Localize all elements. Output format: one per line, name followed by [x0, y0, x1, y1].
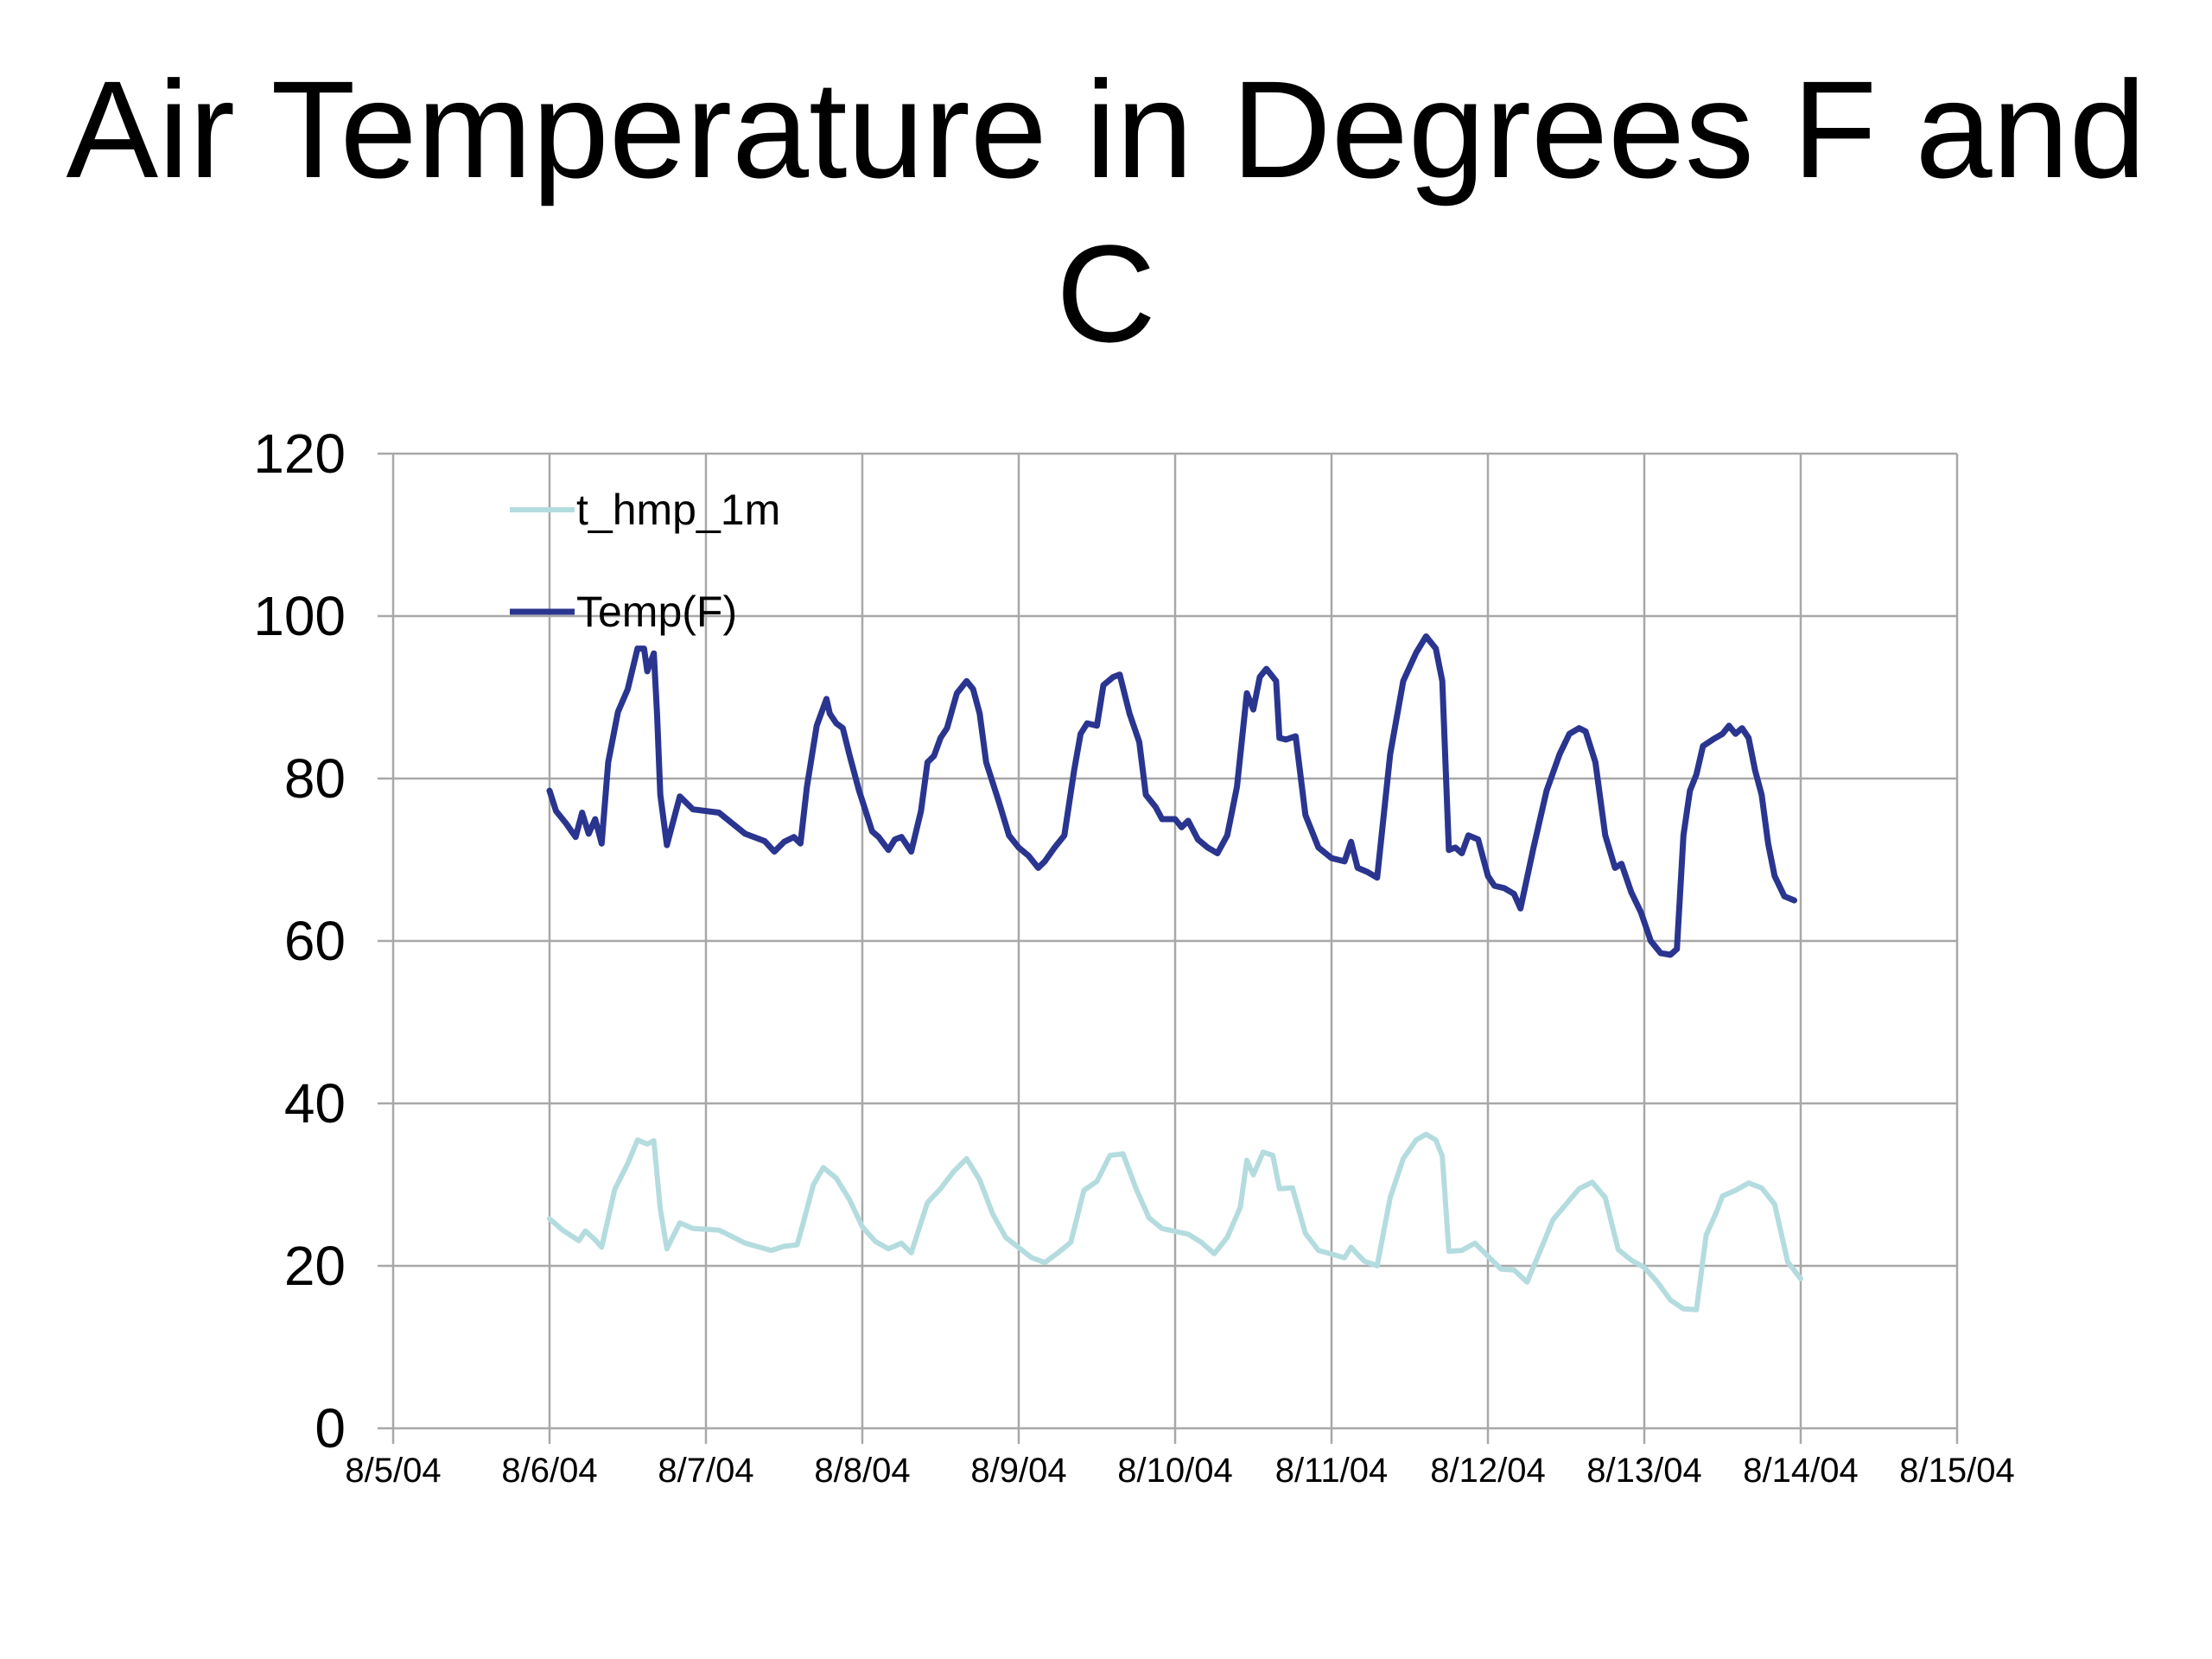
x-tick-label: 8/13/04 [1586, 1452, 1701, 1490]
legend-item: Temp(F) [510, 588, 737, 636]
x-tick-label: 8/8/04 [814, 1452, 910, 1490]
series-line-temp-f [546, 633, 1797, 958]
y-tick-label: 0 [315, 1397, 346, 1459]
x-tick-label: 8/10/04 [1117, 1452, 1232, 1490]
x-tick-label: 8/12/04 [1430, 1452, 1545, 1490]
x-tick-label: 8/14/04 [1743, 1452, 1858, 1490]
x-tick-label: 8/6/04 [501, 1452, 597, 1490]
x-axis-ticks: 8/5/04 8/6/04 8/7/04 8/8/04 8/9/04 8/10/04 8/1… [345, 1452, 2014, 1490]
legend: t_hmp_1m Temp(F) [510, 486, 780, 636]
y-tick-label: 80 [284, 747, 346, 810]
x-tick-label: 8/7/04 [658, 1452, 753, 1490]
y-tick-label: 120 [253, 423, 346, 485]
legend-label: Temp(F) [576, 588, 737, 636]
y-tick-label: 40 [284, 1072, 346, 1135]
series-line-t-hmp-1m [547, 1131, 1803, 1313]
y-axis-ticks: 0 20 40 60 80 100 120 [253, 423, 346, 1459]
legend-label: t_hmp_1m [576, 486, 780, 534]
y-tick-label: 60 [284, 910, 346, 972]
x-tick-label: 8/9/04 [970, 1452, 1066, 1490]
x-tick-label: 8/11/04 [1275, 1452, 1389, 1490]
series-layer [546, 633, 1803, 1313]
x-tick-label: 8/5/04 [345, 1452, 441, 1490]
y-tick-label: 20 [284, 1235, 346, 1297]
legend-item: t_hmp_1m [510, 486, 780, 534]
y-tick-label: 100 [253, 585, 346, 647]
x-tick-label: 8/15/04 [1899, 1452, 2014, 1490]
slide-title: Air Temperature in Degrees F and C [66, 52, 2146, 371]
